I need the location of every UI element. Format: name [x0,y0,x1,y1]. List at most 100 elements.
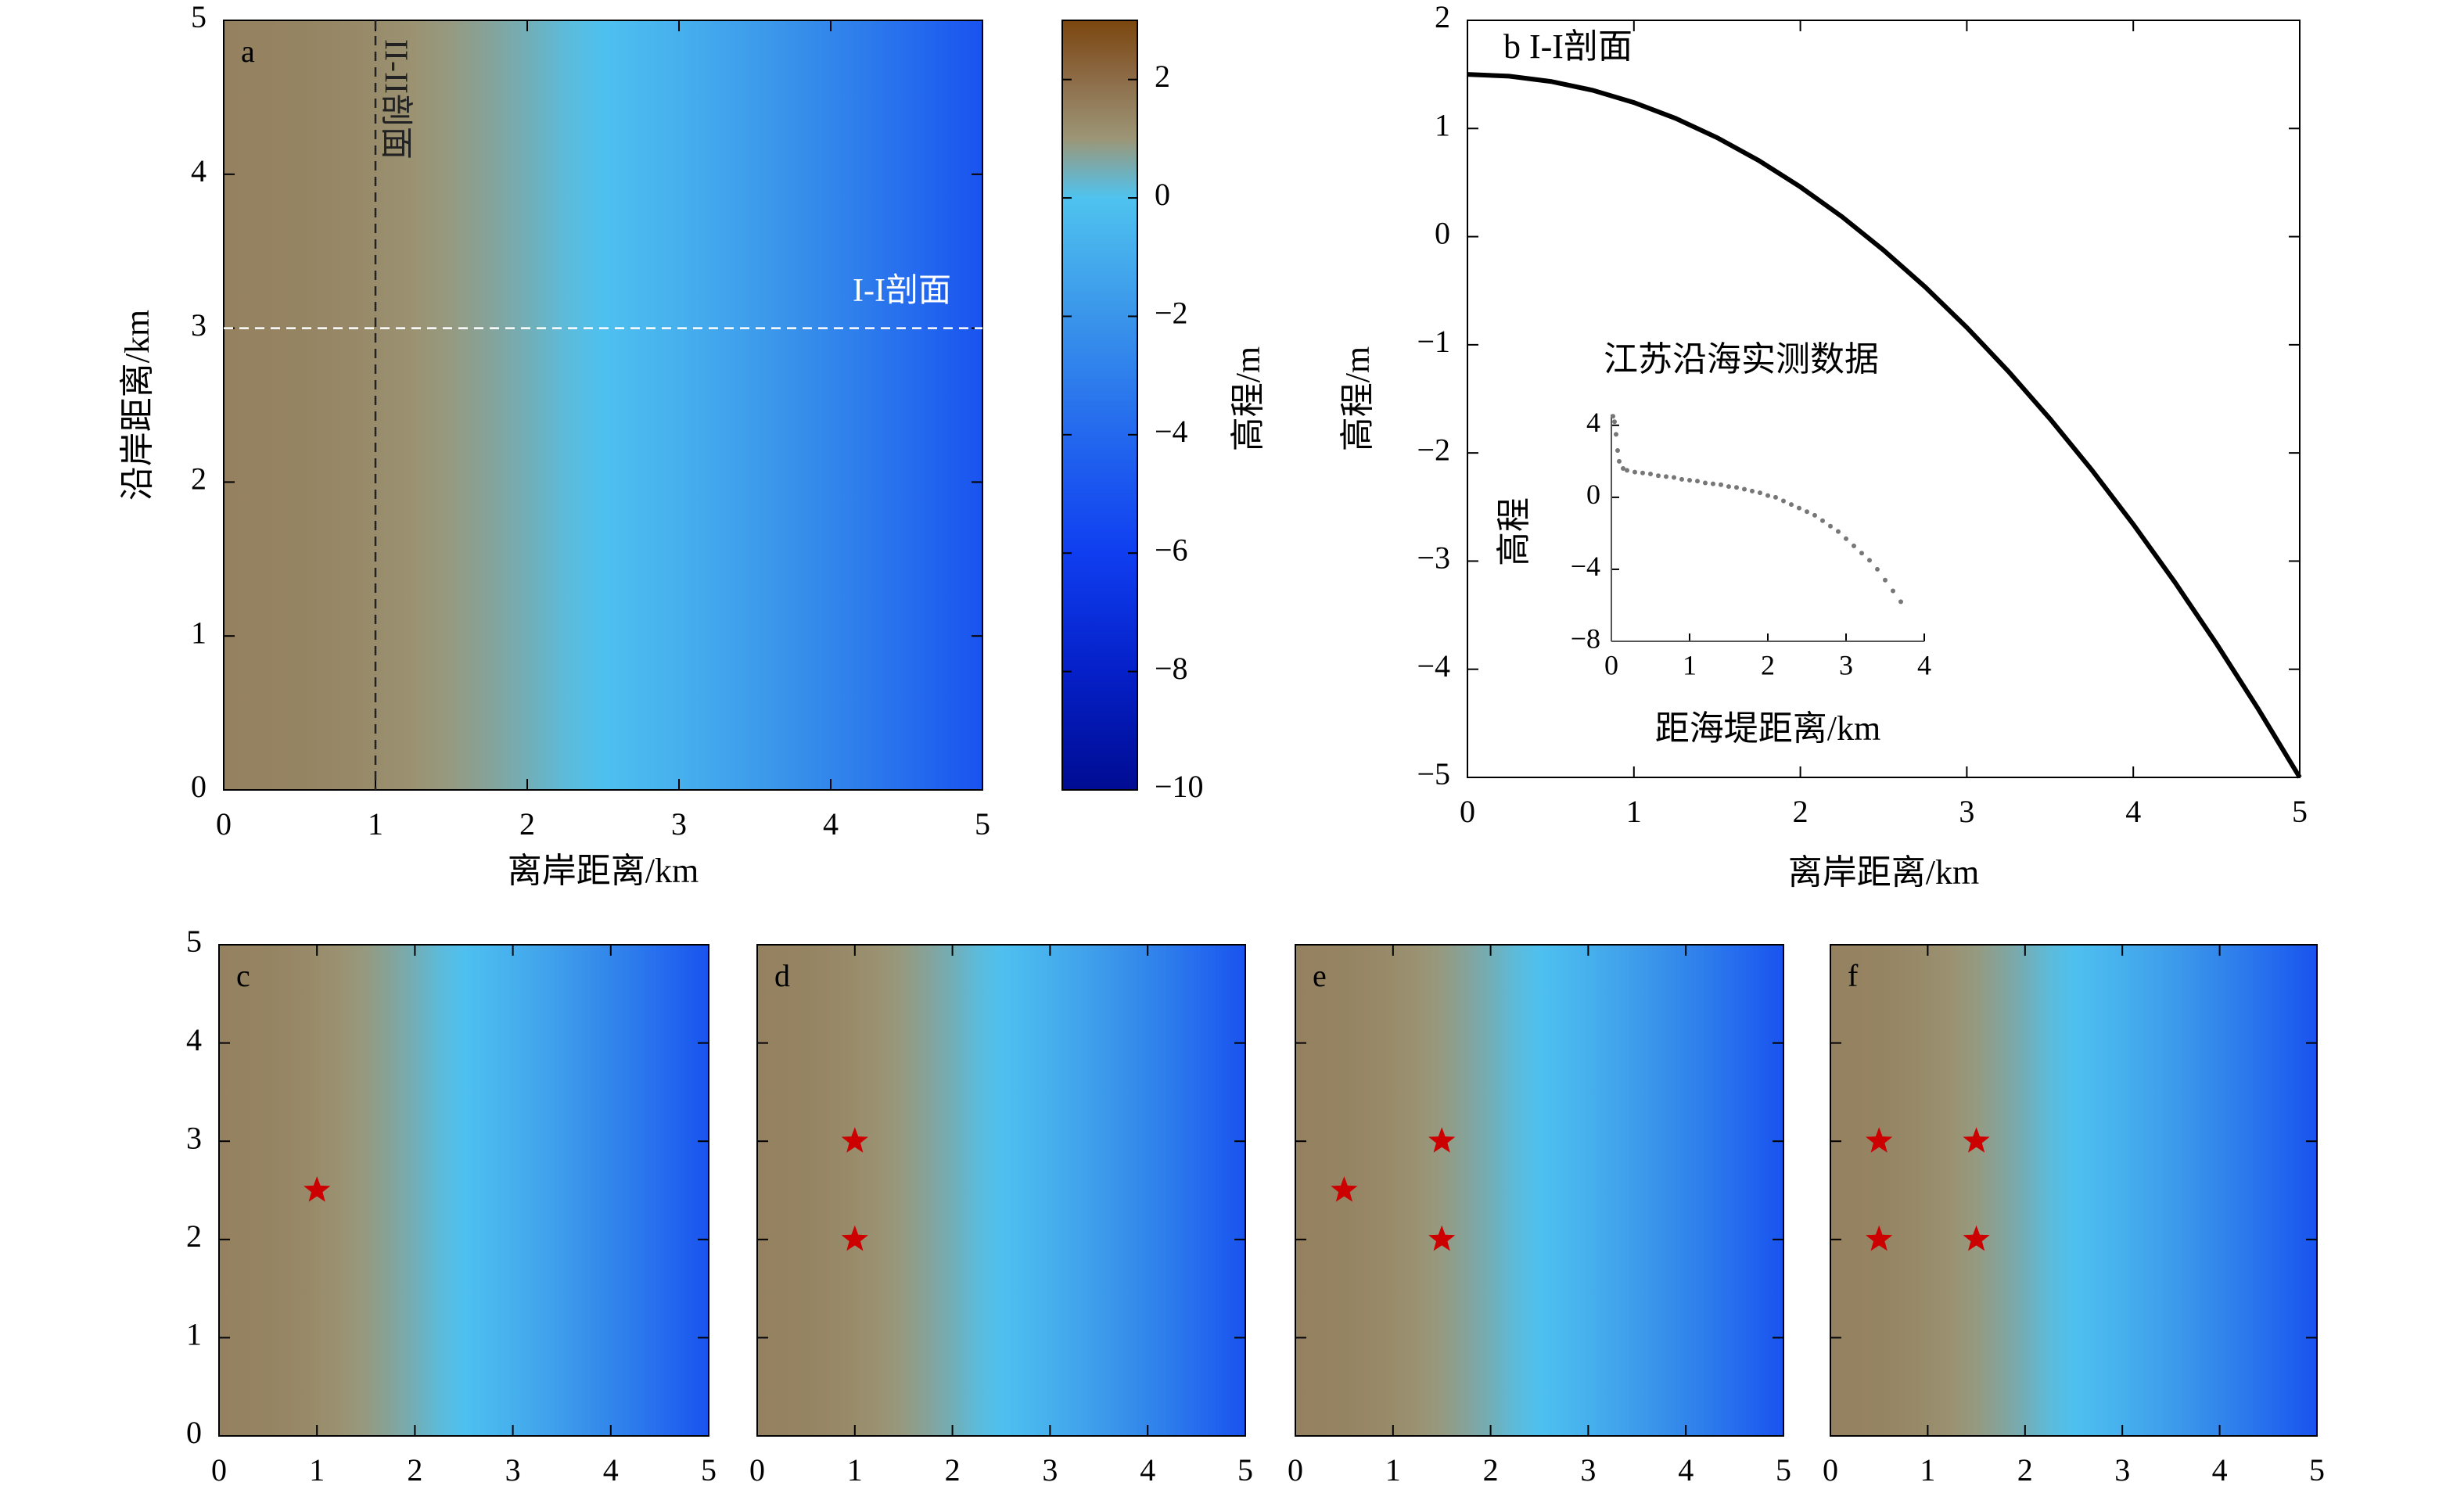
x-tick-label: 1 [1626,794,1642,829]
star-marker [1963,1127,1990,1153]
y-tick-label: −8 [1571,623,1600,654]
x-tick-label: 0 [1604,649,1618,680]
colorbar-tick-label: −4 [1155,414,1188,449]
y-tick-label: −1 [1417,324,1450,359]
x-tick-label: 4 [603,1452,619,1488]
x-tick-label: 2 [1761,649,1775,680]
y-tick-label: 4 [191,153,207,188]
star-marker [841,1225,868,1251]
data-point [1750,488,1755,493]
data-point [1742,486,1747,492]
y-tick-label: 5 [186,924,202,959]
x-tick-label: 2 [1793,794,1808,829]
x-tick-label: 1 [309,1452,325,1488]
data-point [1852,544,1856,549]
colorbar [1061,20,1138,791]
data-point [1805,509,1809,515]
data-point [1789,502,1794,508]
colorbar-tick-label: 0 [1155,177,1170,212]
data-point [1820,518,1825,523]
heatmap [224,20,982,790]
y-tick-label: 3 [186,1120,202,1155]
frame [218,944,709,1437]
x-tick-label: 1 [1385,1452,1401,1488]
frame [1830,944,2318,1437]
x-tick-label: 4 [1678,1452,1694,1488]
y-tick-label: −4 [1571,551,1600,582]
data-point [1875,566,1880,572]
chart-title: b I-I剖面 [1503,27,1632,66]
x-tick-label: 5 [2309,1452,2325,1488]
data-point [1812,512,1817,518]
data-point [1640,470,1645,476]
y-tick-label: 2 [1435,0,1450,34]
data-point [1898,599,1903,605]
x-tick-label: 3 [1042,1452,1058,1488]
frame [1295,944,1784,1437]
x-tick-label: 0 [749,1452,765,1488]
inset-y-label: 高程 [1495,497,1533,566]
panel-label: d [774,958,790,993]
x-tick-label: 5 [1237,1452,1253,1488]
x-tick-label: 1 [847,1452,863,1488]
x-tick-label: 3 [671,806,687,842]
x-axis-label: 离岸距离/km [508,852,699,890]
x-tick-label: 2 [407,1452,422,1488]
x-tick-label: 3 [505,1452,521,1488]
colorbar-tick-label: −10 [1155,769,1204,804]
x-tick-label: 3 [1959,794,1974,829]
colorbar-tick-label: −8 [1155,651,1188,686]
frame [756,944,1246,1437]
star-marker [1428,1127,1456,1153]
y-tick-label: −3 [1417,540,1450,576]
heatmap [757,945,1245,1436]
data-point [1679,476,1684,482]
y-tick-label: 0 [186,1415,202,1450]
colorbar-tick-label: −2 [1155,296,1188,331]
data-point [1625,468,1629,473]
data-point [1611,414,1615,419]
data-point [1734,485,1739,490]
star-marker [1963,1225,1990,1251]
panel-label: c [236,958,250,993]
profile-line [1467,72,2302,779]
x-tick-label: 5 [2292,794,2308,829]
data-point [1656,473,1661,479]
x-tick-label: 1 [1683,649,1697,680]
x-tick-label: 5 [1776,1452,1791,1488]
x-tick-label: 5 [701,1452,717,1488]
data-point [1726,484,1731,490]
y-tick-label: −5 [1417,756,1450,791]
x-tick-label: 4 [2212,1452,2228,1488]
data-point [1664,474,1668,479]
y-tick-label: 0 [1586,479,1600,510]
data-point [1844,536,1848,541]
y-tick-label: 4 [186,1022,202,1057]
colorbar-tick-label: −6 [1155,532,1188,567]
y-tick-label: −2 [1417,432,1450,467]
y-tick-label: 0 [1435,216,1450,251]
x-tick-label: 3 [2114,1452,2130,1488]
data-point [1632,469,1637,475]
y-axis-label: 高程/m [1338,346,1377,451]
data-point [1614,432,1618,437]
y-tick-label: 2 [191,461,207,497]
data-point [1891,588,1895,594]
data-point [1781,498,1786,504]
colorbar-tick-label: 2 [1155,59,1170,94]
x-tick-label: 0 [1288,1452,1303,1488]
data-point [1773,494,1778,500]
heatmap [1830,945,2317,1436]
section-label: II-II剖面 [377,39,413,160]
data-point [1648,471,1653,476]
x-tick-label: 2 [1483,1452,1499,1488]
y-tick-label: 5 [191,0,207,34]
y-tick-label: −4 [1417,648,1450,684]
x-tick-label: 4 [1140,1452,1155,1488]
x-tick-label: 2 [2017,1452,2033,1488]
data-point [1621,466,1625,472]
data-point [1836,529,1841,534]
x-tick-label: 5 [975,806,990,842]
data-point [1719,482,1723,487]
